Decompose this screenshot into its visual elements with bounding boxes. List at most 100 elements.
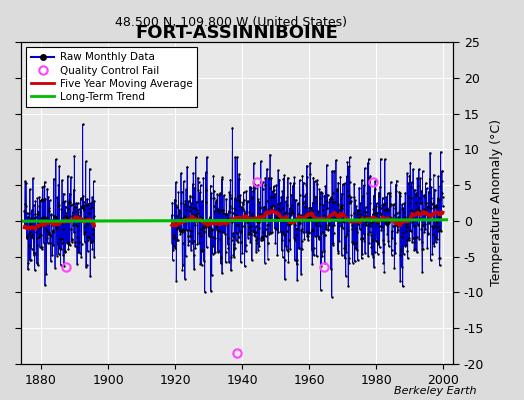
Point [365, 178, 374, 184]
Point [405, 236, 413, 243]
Point [41, 214, 50, 221]
Point [413, 175, 421, 182]
Point [302, 181, 311, 188]
Point [205, 216, 213, 222]
Point [400, 200, 409, 207]
Point [356, 213, 365, 219]
Point [39, 240, 48, 246]
Point [189, 170, 198, 176]
Point [28, 207, 36, 213]
Point [224, 244, 233, 251]
Point [352, 240, 361, 246]
Point [425, 220, 433, 226]
Point [82, 202, 91, 208]
Point [275, 214, 283, 220]
Point [343, 188, 351, 195]
Point [184, 198, 193, 204]
Point [396, 278, 405, 284]
Point [190, 266, 198, 272]
Point [243, 216, 251, 222]
Point [245, 229, 253, 235]
Point [285, 210, 293, 216]
Point [187, 233, 195, 239]
Point [185, 203, 194, 210]
Point [331, 216, 340, 223]
Point [328, 168, 336, 174]
Point [390, 240, 399, 246]
Point [353, 247, 361, 253]
Point [280, 232, 288, 238]
Point [310, 245, 318, 251]
Point [418, 168, 427, 174]
Point [261, 233, 270, 240]
Point [268, 188, 277, 194]
Point [330, 222, 339, 228]
Point [358, 235, 367, 241]
Point [228, 125, 236, 131]
Point [425, 212, 433, 218]
Point [246, 183, 254, 190]
Point [71, 239, 79, 246]
Point [420, 229, 429, 236]
Point [87, 200, 95, 206]
Point [364, 222, 373, 229]
Point [192, 212, 201, 219]
Point [288, 206, 296, 213]
Point [247, 231, 255, 237]
Point [205, 230, 213, 236]
Point [59, 217, 68, 223]
Point [275, 176, 283, 183]
Point [410, 247, 418, 254]
Point [273, 252, 281, 258]
Point [313, 177, 321, 184]
Point [324, 226, 333, 232]
Point [63, 217, 71, 224]
Point [79, 205, 87, 212]
Point [232, 236, 240, 243]
Point [421, 220, 429, 227]
Point [410, 208, 418, 215]
Point [208, 226, 216, 232]
Point [214, 206, 222, 213]
Point [336, 206, 344, 212]
Point [179, 218, 188, 224]
Point [420, 206, 428, 212]
Point [58, 236, 67, 242]
Point [171, 245, 180, 252]
Point [300, 203, 309, 210]
Point [26, 229, 35, 236]
Point [44, 230, 52, 237]
Point [318, 253, 326, 259]
Point [248, 211, 256, 218]
Point [266, 151, 274, 158]
Point [190, 205, 199, 212]
Point [289, 210, 297, 216]
Point [269, 188, 278, 194]
Point [74, 206, 83, 212]
Point [320, 212, 328, 219]
Point [274, 167, 282, 174]
Point [198, 262, 206, 268]
Point [317, 230, 325, 236]
Point [203, 154, 211, 160]
Point [375, 203, 384, 210]
Point [386, 193, 395, 199]
Point [73, 261, 81, 267]
Point [188, 194, 196, 200]
Point [337, 223, 345, 230]
Point [237, 228, 245, 234]
Point [410, 186, 419, 193]
Point [248, 257, 256, 263]
Point [286, 220, 294, 227]
Point [177, 170, 185, 176]
Point [280, 172, 289, 179]
Point [172, 179, 180, 185]
Point [408, 219, 416, 225]
Point [75, 238, 83, 245]
Point [259, 228, 267, 235]
Point [204, 216, 212, 223]
Point [385, 219, 393, 226]
Point [81, 239, 89, 245]
Point [264, 240, 272, 246]
Point [409, 235, 417, 242]
